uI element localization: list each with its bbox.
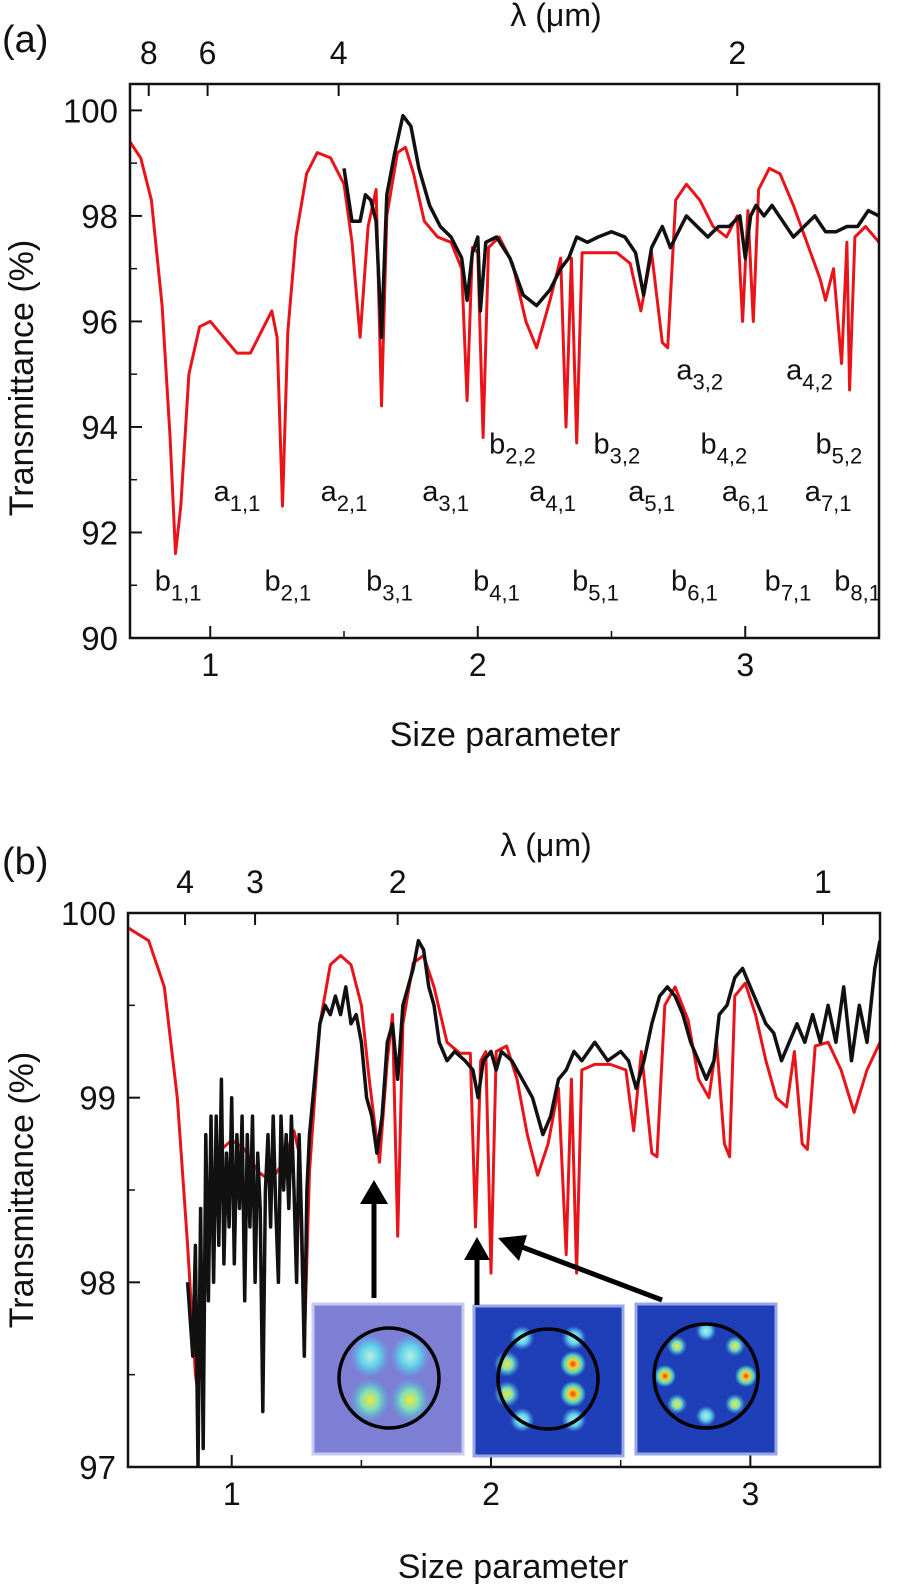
panel-a-mode-labels: a1,1 b1,1 a2,1 b2,1 a3,1 b3,1 a4,1 b4,1 a5,1 b5,1…: [155, 354, 881, 605]
panel-b-y-axis-label: Transmittance (%): [3, 1052, 41, 1328]
mode-label: b3,1: [366, 566, 413, 606]
panel-a-series: [130, 113, 879, 556]
inset-mode-1: [311, 1302, 465, 1456]
y-tick-label: 100: [63, 92, 118, 129]
top-tick-label: 4: [330, 35, 348, 71]
top-tick-label: 4: [176, 864, 194, 900]
mode-label: b2,1: [264, 566, 311, 606]
mode-label: a2,1: [321, 476, 368, 516]
mode-label: a1,1: [214, 476, 261, 516]
panel-b-ticks: 1 2 3 97 98 99 100 4 3 2 1: [61, 864, 881, 1512]
panel-a: (a) λ (μm) Size parameter Transmittance …: [2, 0, 881, 754]
mode-label: a4,2: [786, 354, 833, 394]
series-line: [342, 113, 879, 340]
y-tick-label: 98: [79, 1264, 116, 1301]
mode-label: a5,1: [628, 476, 675, 516]
mode-label: b2,2: [489, 428, 536, 468]
y-tick-label: 100: [61, 895, 116, 932]
panel-b-series: [128, 926, 880, 1467]
series-line: [185, 938, 880, 1467]
mode-label: b6,1: [671, 566, 718, 606]
panel-b: (b) λ (μm) Size parameter Transmittance …: [2, 827, 882, 1584]
top-tick-label: 2: [389, 864, 407, 900]
top-tick-label: 3: [246, 864, 264, 900]
top-tick-label: 8: [140, 35, 158, 71]
mode-label: b3,2: [593, 428, 640, 468]
y-tick-label: 96: [81, 303, 118, 340]
mode-label: a6,1: [722, 476, 769, 516]
y-tick-label: 90: [81, 620, 118, 657]
panel-a-label: (a): [2, 19, 48, 61]
x-tick-label: 3: [736, 647, 754, 683]
inset-mode-3: [634, 1302, 778, 1456]
y-tick-label: 98: [81, 198, 118, 235]
mode-label: b1,1: [155, 566, 202, 606]
mode-label: b8,1: [834, 566, 881, 606]
mode-label: b4,1: [473, 566, 520, 606]
x-tick-label: 2: [482, 1476, 500, 1512]
x-tick-label: 2: [469, 647, 487, 683]
panel-b-x-axis-label: Size parameter: [398, 1548, 629, 1584]
mode-label: b4,2: [700, 428, 747, 468]
mode-label: a4,1: [529, 476, 576, 516]
panel-a-x-axis-label: Size parameter: [390, 716, 621, 754]
mode-label: b7,1: [765, 566, 812, 606]
mode-label: a3,2: [676, 354, 723, 394]
panel-b-frame: [126, 911, 882, 1469]
y-tick-label: 97: [79, 1449, 116, 1486]
y-tick-label: 99: [79, 1080, 116, 1117]
inset-mode-2: [472, 1304, 625, 1458]
panel-a-ticks: 1 2 3 90 92 94 96 98 100 8 6 4 2: [63, 35, 880, 683]
x-tick-label: 3: [741, 1476, 759, 1512]
mode-label: b5,2: [816, 428, 863, 468]
mode-label: b5,1: [572, 566, 619, 606]
panel-a-y-axis-label: Transmittance (%): [3, 240, 41, 516]
panel-b-top-axis-label: λ (μm): [500, 827, 591, 863]
x-tick-label: 1: [201, 647, 219, 683]
top-tick-label: 2: [728, 35, 746, 71]
y-tick-label: 94: [81, 409, 118, 446]
inset-arrows: [360, 1180, 663, 1305]
y-tick-label: 92: [81, 514, 118, 551]
panel-a-top-axis-label: λ (μm): [510, 0, 601, 33]
panel-a-frame: [128, 82, 881, 640]
series-line: [130, 141, 879, 556]
mode-label: a3,1: [422, 476, 469, 516]
panel-b-label: (b): [2, 841, 48, 883]
top-tick-label: 1: [814, 864, 832, 900]
x-tick-label: 1: [223, 1476, 241, 1512]
mode-label: a7,1: [805, 476, 852, 516]
top-tick-label: 6: [199, 35, 217, 71]
